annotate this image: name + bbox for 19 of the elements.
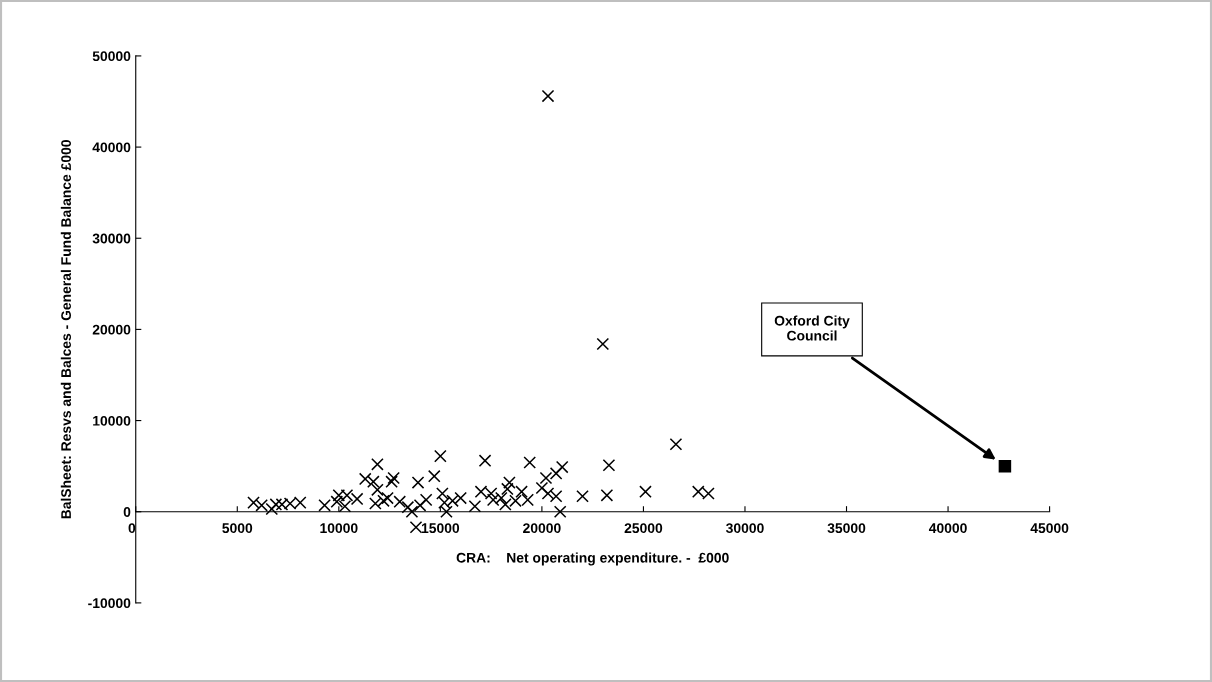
x-tick-label: 20000 [523, 523, 561, 534]
x-tick-label: 45000 [1030, 523, 1069, 534]
x-tick-label: 25000 [624, 523, 663, 534]
x-tick-label: 40000 [928, 523, 967, 534]
annotation: Oxford City Council [774, 315, 850, 341]
y-axis-title: BalSheet: Resvs and Balces - General Fund Balance £000 [60, 140, 72, 519]
x-tick-label: 15000 [421, 523, 460, 534]
y-tick-label: 40000 [92, 142, 131, 153]
x-tick-label: 10000 [320, 523, 358, 534]
x-tick-label: 5000 [222, 523, 253, 534]
x-tick-label: 30000 [725, 523, 764, 534]
y-tick-label: 30000 [92, 233, 131, 244]
y-tick-label: 20000 [92, 324, 131, 335]
x-axis-title: CRA: Net operating expenditure. - £000 [456, 552, 729, 566]
y-tick-label: 0 [123, 507, 131, 517]
y-tick-label: -10000 [88, 598, 131, 609]
y-tick-label: 50000 [92, 51, 131, 62]
y-tick-label: 10000 [93, 415, 131, 426]
x-tick-label: 35000 [827, 523, 866, 534]
